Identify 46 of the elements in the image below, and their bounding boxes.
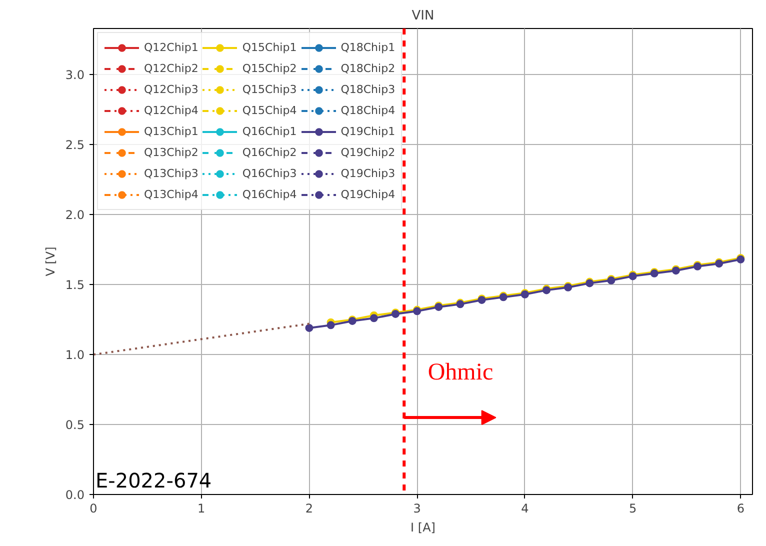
legend-label: Q18Chip3 [340,82,396,98]
legend-label: Q15Chip1 [242,40,297,56]
legend-label: Q19Chip4 [340,187,396,203]
x-axis-title: I [A] [410,520,436,534]
legend-label: Q18Chip1 [340,40,396,56]
x-tick-label: 0 [90,502,98,516]
legend-label: Q12Chip1 [144,40,198,56]
legend-label: Q16Chip4 [242,187,297,203]
annotation: Ohmic [428,359,494,386]
x-tick-label: 1 [198,502,206,516]
x-tick-label: 3 [413,502,421,516]
legend-label: Q15Chip3 [242,82,297,98]
legend-label: Q13Chip2 [144,145,198,161]
legend-label: Q16Chip2 [242,145,297,161]
legend-label: Q12Chip4 [144,103,198,119]
y-axis-title: V [V] [43,246,58,276]
legend-label: Q12Chip2 [144,61,198,77]
y-tick-label: 2.0 [65,208,85,222]
x-tick-label: 2 [305,502,314,516]
x-tick-label: 5 [628,502,637,516]
point [305,324,314,332]
legend-label: Q19Chip1 [340,124,396,140]
point [326,321,335,330]
x-tick-label: 4 [521,502,529,516]
legend-label: Q16Chip3 [242,166,297,182]
y-tick-label: 0.5 [65,418,85,432]
legend-label: Q13Chip3 [144,166,198,182]
legend-label: Q13Chip4 [144,187,198,203]
legend-label: Q15Chip4 [242,103,297,119]
legend-label: Q12Chip3 [144,82,198,98]
y-tick-label: 1.5 [65,278,85,292]
legend-label: Q18Chip4 [340,103,396,119]
chart-title: VIN [412,8,434,24]
y-tick-label: 2.5 [65,138,85,152]
x-tick-label: 6 [736,502,744,516]
legend-label: Q13Chip1 [144,124,198,140]
legend-label: Q19Chip3 [340,166,396,182]
annotation: E-2022-674 [96,468,212,492]
legend-label: Q15Chip2 [242,61,297,77]
legend-label: Q19Chip2 [340,145,396,161]
y-tick-label: 0.0 [65,488,85,502]
y-tick-label: 1.0 [65,348,85,362]
legend-label: Q16Chip1 [242,124,297,140]
legend-label: Q18Chip2 [340,61,396,77]
point [370,314,378,322]
y-tick-label: 3.0 [65,68,85,82]
